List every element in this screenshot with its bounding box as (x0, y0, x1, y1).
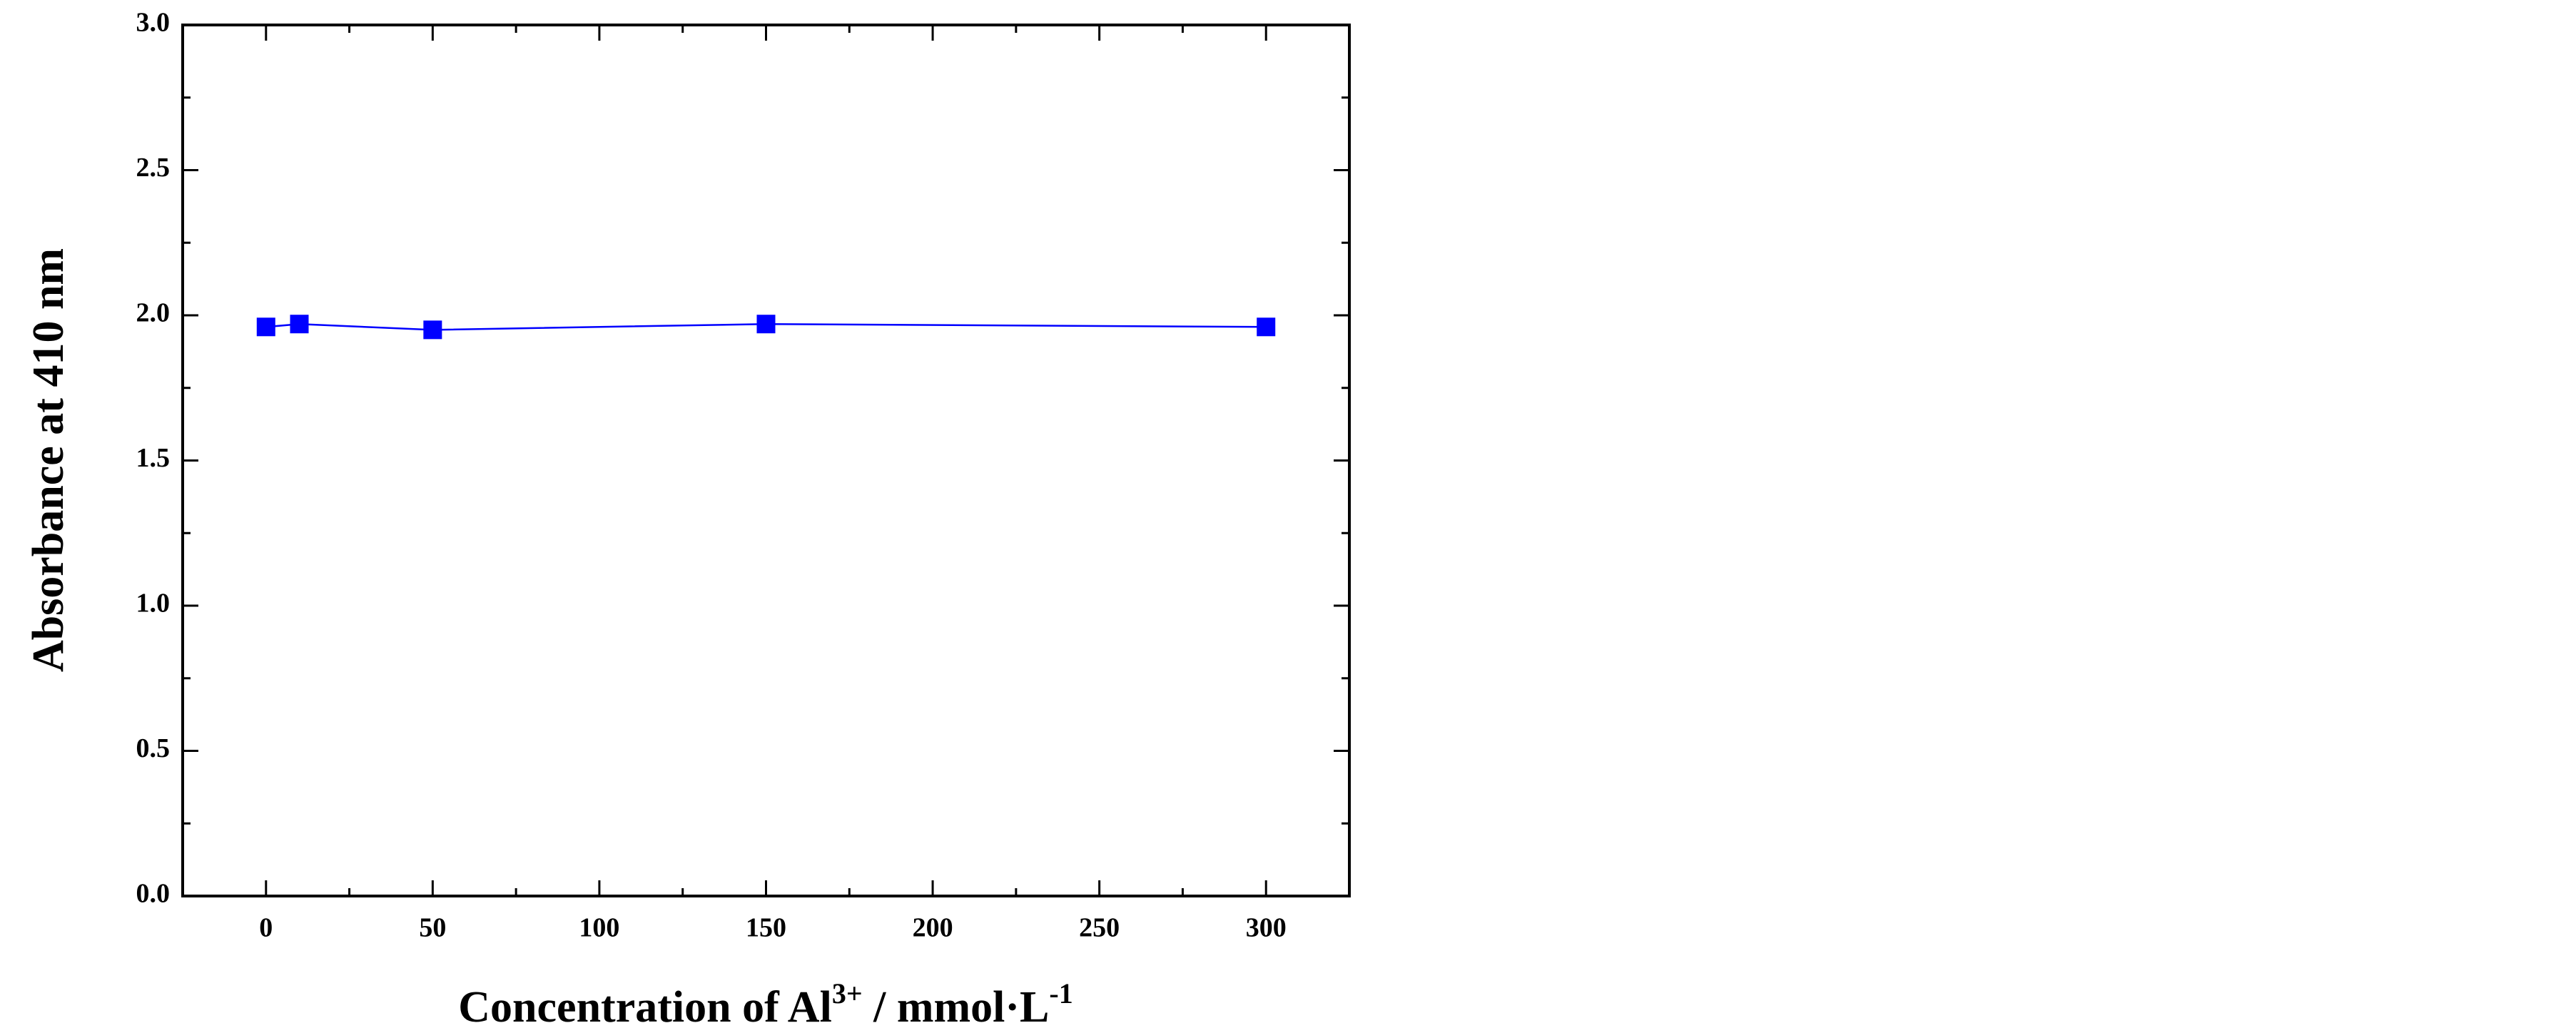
plot-frame (181, 24, 1351, 897)
data-point (1257, 317, 1276, 337)
x-tick-label: 100 (579, 913, 619, 943)
x-axis-title-part: Concentration of Al (458, 983, 832, 1028)
y-tick-label: 2.0 (136, 298, 171, 328)
y-tick-label: 3.0 (136, 8, 171, 38)
x-tick-label: 300 (1246, 913, 1287, 943)
x-tick-label: 50 (419, 913, 446, 943)
y-tick-label: 0.5 (136, 733, 171, 763)
data-point (756, 315, 776, 334)
x-tick-label: 250 (1079, 913, 1120, 943)
x-axis-title-part: / mmol·L (863, 983, 1050, 1028)
data-point (423, 320, 442, 340)
data-point (256, 317, 275, 337)
y-tick-label: 0.0 (136, 879, 171, 909)
data-point (290, 315, 309, 334)
x-tick-label: 0 (259, 913, 273, 943)
x-tick-label: 200 (913, 913, 953, 943)
y-axis-title: Absorbance at 410 nm (24, 248, 73, 672)
x-axis-title-superscript: 3+ (832, 977, 863, 1009)
x-axis-title: Concentration of Al3+ / mmol·L-1 (458, 977, 1073, 1028)
x-axis-title-superscript: -1 (1049, 977, 1073, 1009)
x-tick-label: 150 (746, 913, 786, 943)
y-tick-label: 1.0 (136, 589, 171, 619)
y-tick-label: 2.5 (136, 153, 171, 183)
y-tick-label: 1.5 (136, 443, 171, 473)
